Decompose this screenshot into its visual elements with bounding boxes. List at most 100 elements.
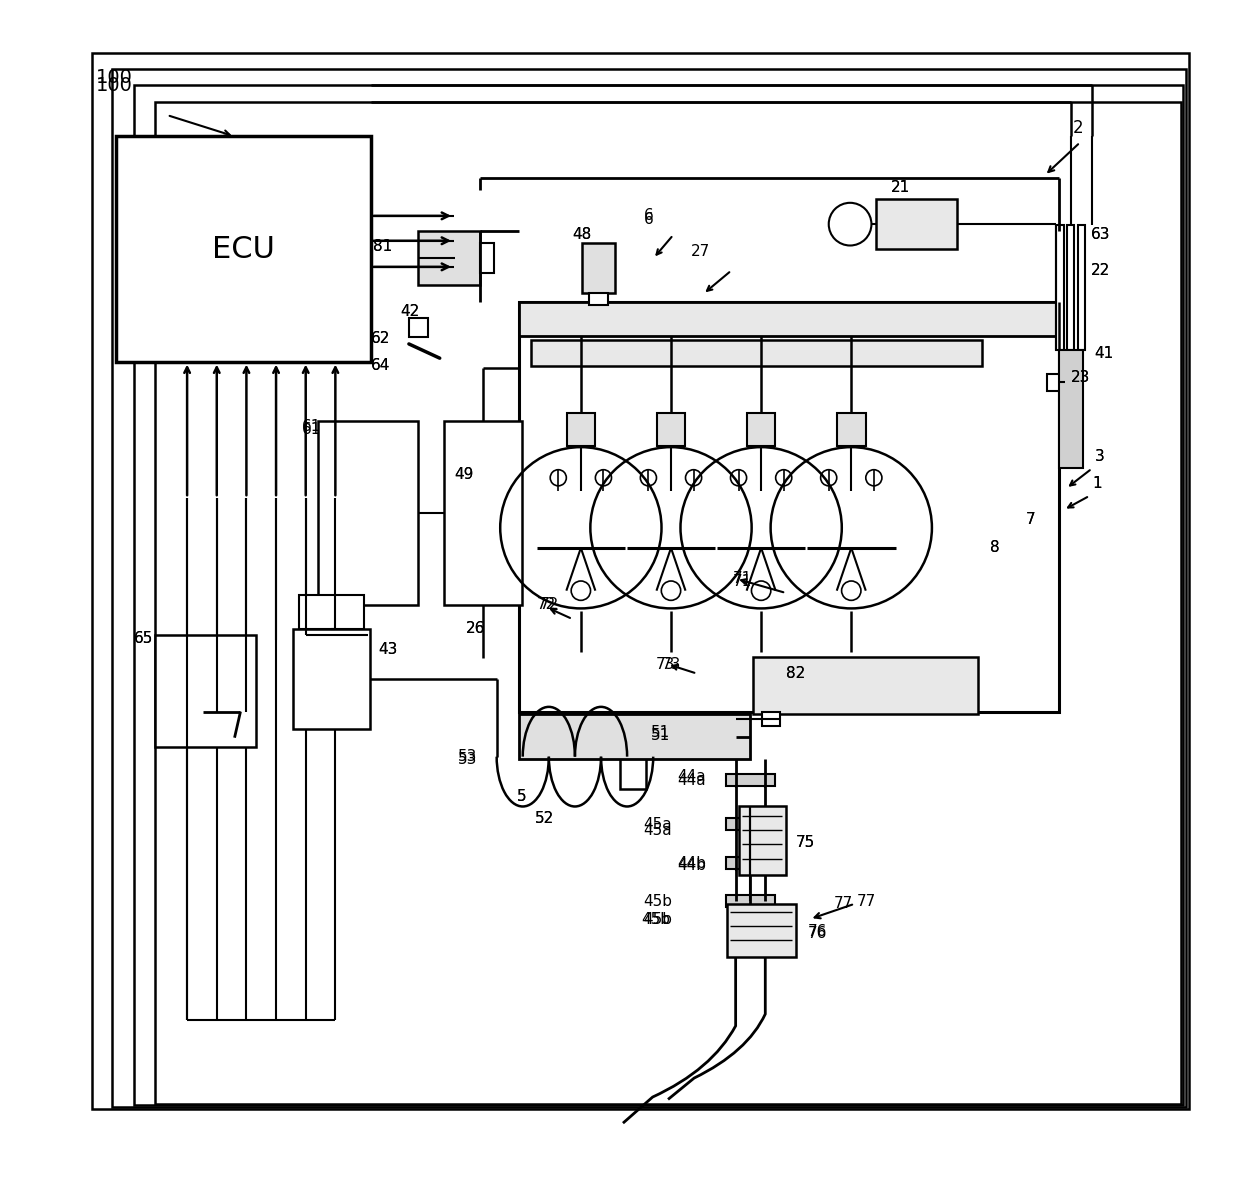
Text: 82: 82 bbox=[786, 667, 805, 681]
Bar bbox=[113, 69, 1185, 1107]
Bar bbox=[589, 293, 608, 305]
Bar bbox=[620, 732, 646, 789]
Text: 22: 22 bbox=[1091, 263, 1110, 278]
Text: 77: 77 bbox=[857, 894, 877, 908]
Text: 45b: 45b bbox=[644, 912, 673, 926]
Text: 41: 41 bbox=[1095, 346, 1114, 361]
Text: 82: 82 bbox=[786, 667, 805, 681]
Text: 48: 48 bbox=[573, 228, 591, 242]
Bar bbox=[582, 243, 615, 293]
Text: 51: 51 bbox=[651, 726, 670, 740]
Text: 73: 73 bbox=[656, 657, 675, 671]
Text: 7: 7 bbox=[1025, 512, 1035, 527]
Text: 26: 26 bbox=[466, 621, 485, 636]
Text: 8: 8 bbox=[990, 541, 999, 555]
Bar bbox=[567, 413, 595, 446]
Bar bbox=[155, 102, 1180, 1104]
Bar bbox=[520, 714, 750, 759]
Text: 100: 100 bbox=[95, 76, 133, 95]
Text: 23: 23 bbox=[1070, 370, 1090, 384]
Text: 49: 49 bbox=[454, 467, 474, 482]
Text: 100: 100 bbox=[95, 68, 133, 87]
Text: 52: 52 bbox=[534, 811, 554, 825]
Text: 45b: 45b bbox=[641, 912, 671, 926]
Text: 21: 21 bbox=[890, 180, 910, 195]
Text: 48: 48 bbox=[573, 228, 591, 242]
Bar bbox=[763, 712, 780, 726]
Text: 41: 41 bbox=[1095, 346, 1114, 361]
Text: 76: 76 bbox=[807, 924, 827, 938]
Bar bbox=[520, 302, 1059, 712]
Bar bbox=[531, 340, 982, 366]
Text: 65: 65 bbox=[134, 631, 153, 645]
Text: 8: 8 bbox=[990, 541, 999, 555]
Bar bbox=[877, 199, 957, 249]
Text: 75: 75 bbox=[796, 835, 815, 849]
Text: 61: 61 bbox=[303, 422, 321, 436]
Text: 3: 3 bbox=[1095, 449, 1104, 464]
Text: 72: 72 bbox=[539, 598, 558, 612]
Text: 65: 65 bbox=[134, 631, 153, 645]
Text: 76: 76 bbox=[807, 926, 827, 940]
Bar bbox=[293, 629, 370, 729]
Text: 53: 53 bbox=[458, 750, 477, 764]
Text: 27: 27 bbox=[691, 244, 711, 259]
Text: 53: 53 bbox=[458, 752, 477, 766]
Text: 6: 6 bbox=[644, 212, 653, 227]
Text: 21: 21 bbox=[890, 180, 910, 195]
Bar bbox=[1056, 225, 1064, 350]
Text: 45a: 45a bbox=[644, 817, 672, 831]
Bar bbox=[1068, 225, 1074, 350]
Bar bbox=[520, 302, 1059, 336]
Text: 71: 71 bbox=[733, 572, 751, 586]
Text: 44b: 44b bbox=[677, 856, 706, 871]
Text: 42: 42 bbox=[401, 305, 420, 319]
Bar bbox=[727, 857, 775, 869]
Text: 44b: 44b bbox=[677, 859, 706, 873]
Text: 5: 5 bbox=[517, 790, 527, 804]
Bar bbox=[1047, 374, 1065, 391]
Bar bbox=[299, 595, 363, 629]
Bar bbox=[134, 85, 1183, 1105]
Text: 42: 42 bbox=[401, 305, 420, 319]
Text: 64: 64 bbox=[371, 358, 391, 372]
Text: 45a: 45a bbox=[644, 823, 672, 837]
Text: 44a: 44a bbox=[677, 773, 706, 788]
Text: 73: 73 bbox=[661, 657, 681, 671]
Bar bbox=[837, 413, 866, 446]
Text: 6: 6 bbox=[644, 209, 653, 223]
Text: 62: 62 bbox=[371, 331, 391, 345]
Bar bbox=[317, 421, 418, 605]
Text: 23: 23 bbox=[1070, 370, 1090, 384]
Text: 63: 63 bbox=[1091, 228, 1110, 242]
Bar bbox=[117, 136, 371, 362]
Bar bbox=[727, 904, 796, 957]
Bar bbox=[409, 318, 428, 337]
Text: 7: 7 bbox=[1025, 512, 1035, 527]
Bar bbox=[480, 243, 495, 273]
Bar bbox=[657, 413, 686, 446]
Bar bbox=[155, 635, 255, 747]
Bar bbox=[1078, 225, 1085, 350]
Bar bbox=[92, 53, 1189, 1109]
Text: 75: 75 bbox=[796, 835, 815, 849]
Text: 63: 63 bbox=[1091, 228, 1110, 242]
Text: 49: 49 bbox=[454, 467, 474, 482]
Text: 5: 5 bbox=[517, 790, 527, 804]
Bar bbox=[753, 657, 978, 714]
Bar bbox=[739, 806, 786, 875]
Text: 45b: 45b bbox=[644, 894, 673, 908]
Text: 2: 2 bbox=[1073, 119, 1084, 138]
Text: 43: 43 bbox=[378, 643, 398, 657]
Text: ECU: ECU bbox=[212, 235, 275, 263]
Text: 81: 81 bbox=[373, 240, 393, 254]
Bar bbox=[444, 421, 522, 605]
Text: 81: 81 bbox=[373, 240, 393, 254]
Text: 77: 77 bbox=[833, 897, 853, 911]
Text: 44a: 44a bbox=[677, 770, 706, 784]
Text: 1: 1 bbox=[1092, 477, 1101, 491]
Text: 22: 22 bbox=[1091, 263, 1110, 278]
Bar bbox=[1059, 350, 1083, 468]
Text: 52: 52 bbox=[534, 811, 554, 825]
Text: 51: 51 bbox=[651, 728, 670, 742]
